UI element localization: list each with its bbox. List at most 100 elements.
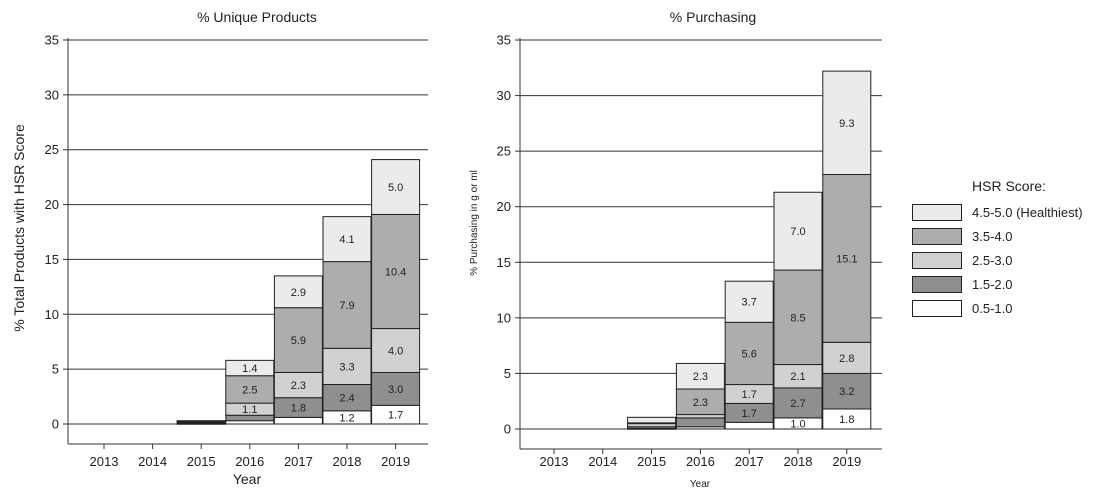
bar-segment <box>724 421 774 430</box>
data-label: 1.8 <box>291 403 306 415</box>
x-tick-label: 2018 <box>333 454 362 469</box>
chart-1: % Unique Products 0 5 10 15 20 25 30 35 2013 2014 2… <box>11 9 428 487</box>
x-tick-label: 2019 <box>832 454 861 469</box>
bar-segment <box>675 388 725 416</box>
x-tick-label: 2013 <box>90 454 119 469</box>
x-axis-label: Year <box>233 471 262 487</box>
y-axis-label: % Purchasing in g or ml <box>469 170 480 276</box>
legend-title: HSR Score: <box>972 178 1046 194</box>
data-label: 2.3 <box>693 397 708 409</box>
bar-segment <box>273 275 323 309</box>
chart-2: % Purchasing 0 5 10 15 20 25 30 35 2013 2014 2015 2.… <box>469 9 882 490</box>
y-tick-label: 10 <box>45 307 59 322</box>
bar-segment <box>322 384 372 412</box>
legend-swatch-healthiest <box>912 204 962 221</box>
data-label: 1.7 <box>388 410 403 422</box>
y-tick-label: 20 <box>497 199 511 214</box>
bar-segment <box>724 280 774 323</box>
legend-swatch-3-5-4-0 <box>912 228 962 245</box>
x-tick-label: 2016 <box>686 454 715 469</box>
x-tick-label: 2015 <box>187 454 216 469</box>
y-tick-label: 20 <box>45 197 59 212</box>
legend-swatch-1-5-2-0 <box>912 276 962 293</box>
data-label: 3.3 <box>339 361 354 373</box>
data-label: 7.9 <box>339 300 354 312</box>
bar-segment <box>675 417 725 428</box>
legend-swatch-0-5-1-0 <box>912 300 962 317</box>
y-tick-label: 35 <box>45 33 59 48</box>
y-tick-label: 30 <box>45 87 59 102</box>
bar-segment <box>273 371 323 399</box>
data-label: 10.4 <box>385 266 406 278</box>
data-label: 15.1 <box>836 253 857 265</box>
data-label: 1.2 <box>339 412 354 424</box>
x-tick-label: 2017 <box>284 454 313 469</box>
data-label: 1.8 <box>839 414 854 426</box>
legend-swatch-2-5-3-0 <box>912 252 962 269</box>
y-tick-label: 30 <box>497 88 511 103</box>
x-tick-label: 2014 <box>588 454 617 469</box>
data-label: 5.9 <box>291 335 306 347</box>
data-label: 2.5 <box>242 384 257 396</box>
data-label: 2.3 <box>291 380 306 392</box>
data-label: 1.0 <box>790 418 805 430</box>
x-axis-label: Year <box>690 479 711 490</box>
legend-label-healthiest: 4.5-5.0 (Healthiest) <box>972 205 1083 220</box>
bar-segment <box>371 371 421 406</box>
legend-item-healthiest: 4.5-5.0 (Healthiest) <box>912 202 1083 223</box>
bar-segment <box>773 387 823 419</box>
legend-item-2-5-3-0: 2.5-3.0 <box>912 250 1083 271</box>
bar-segment <box>627 416 677 424</box>
data-label: 1.7 <box>742 408 757 420</box>
bar-segment <box>822 372 872 410</box>
chart-title: % Unique Products <box>197 9 317 25</box>
bar-segment <box>322 216 372 263</box>
data-label: 1.7 <box>742 389 757 401</box>
bar-segment <box>822 70 872 175</box>
x-tick-label: 2017 <box>735 454 764 469</box>
legend-label-2-5-3-0: 2.5-3.0 <box>972 253 1013 268</box>
data-label: 5.0 <box>388 182 403 194</box>
bar-segment <box>675 414 725 419</box>
data-label: 1.4 <box>242 363 257 375</box>
x-tick-label: 2013 <box>540 454 569 469</box>
data-label: 8.5 <box>790 312 805 324</box>
data-label: 7.0 <box>790 226 805 238</box>
bar-segment <box>773 269 823 366</box>
legend-label-3-5-4-0: 3.5-4.0 <box>972 229 1013 244</box>
y-axis-label: % Total Products with HSR Score <box>11 124 27 332</box>
bar-segment <box>773 191 823 271</box>
data-label: 1.1 <box>242 404 257 416</box>
data-label: 2.7 <box>790 398 805 410</box>
legend-item-3-5-4-0: 3.5-4.0 <box>912 226 1083 247</box>
legend-label-0-5-1-0: 0.5-1.0 <box>972 301 1013 316</box>
x-tick-label: 2016 <box>235 454 264 469</box>
bar-segment <box>371 213 421 330</box>
y-tick-label: 0 <box>504 422 511 437</box>
legend-item-1-5-2-0: 1.5-2.0 <box>912 274 1083 295</box>
data-label: 2.8 <box>839 353 854 365</box>
x-tick-label: 2014 <box>138 454 167 469</box>
data-label: 2.1 <box>790 371 805 383</box>
y-tick-label: 25 <box>45 142 59 157</box>
bar-segment <box>225 375 275 404</box>
legend: HSR Score: 4.5-5.0 (Healthiest) 3.5-4.0 … <box>912 178 1083 322</box>
y-tick-label: 15 <box>45 252 59 267</box>
bar-segment <box>371 159 421 215</box>
data-label: 2.3 <box>693 371 708 383</box>
bar-segment <box>822 173 872 343</box>
data-label: 3.2 <box>839 386 854 398</box>
x-tick-label: 2019 <box>381 454 410 469</box>
bar-segment <box>322 261 372 349</box>
data-label: 9.3 <box>839 118 854 130</box>
bar-segment <box>176 420 226 423</box>
y-tick-label: 10 <box>497 310 511 325</box>
y-tick-label: 0 <box>52 417 59 432</box>
data-label: 5.6 <box>742 348 757 360</box>
data-label: 3.7 <box>742 297 757 309</box>
data-label: 4.0 <box>388 345 403 357</box>
y-tick-label: 15 <box>497 255 511 270</box>
x-tick-label: 2018 <box>784 454 813 469</box>
y-tick-label: 5 <box>52 362 59 377</box>
